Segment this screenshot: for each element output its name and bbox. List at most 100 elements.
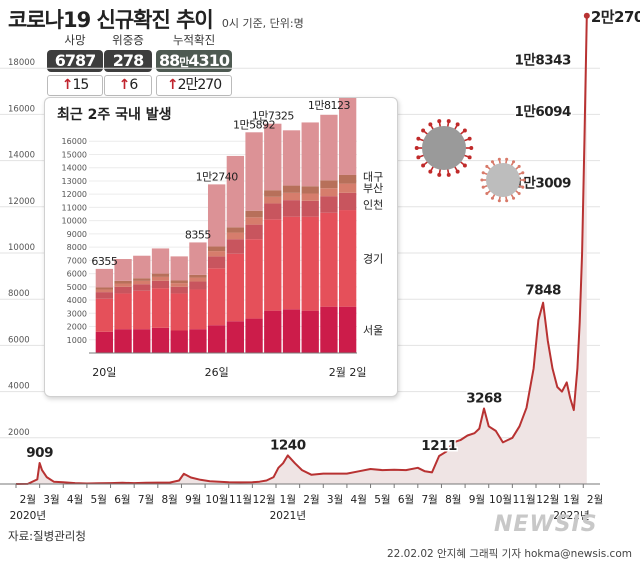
delta-deaths-value: 15 [72,77,89,93]
main-data-label: 909 [26,445,53,461]
virus-spike-tip [517,164,521,168]
stat-value-deaths: 6787 [47,50,103,72]
inset-bar-segment [95,268,114,288]
main-x-tick-label: 10월 [489,494,512,506]
main-x-tick-label: 5월 [374,494,390,506]
newsis-watermark: NEWSIS [494,512,598,537]
inset-bar-segment [338,210,357,307]
virus-spike-tip [428,122,433,127]
inset-bar-segment [282,192,301,201]
inset-region-label: 서울 [363,324,383,337]
main-x-tick-label: 7월 [421,494,437,506]
inset-bar-segment [207,184,226,247]
inset-bar-segment [151,327,170,353]
virus-spike-tip [485,192,489,196]
main-x-tick-label: 9월 [185,494,201,506]
inset-bar-segment [151,280,170,289]
virus-spike-tip [455,169,460,174]
inset-y-tick: 9000 [67,230,87,239]
main-x-tick-label: 4월 [67,494,83,506]
virus-spike-tip [505,199,509,203]
inset-bar-segment [95,292,114,299]
inset-bar-segment [301,122,319,187]
inset-bar-segment [226,227,245,233]
main-x-tick-label: 6월 [114,494,130,506]
inset-bar-segment [133,280,151,285]
stat-label-critical: 위중증 [112,33,144,47]
credit-note: 22.02.02 안지혜 그래픽 기자 hokma@newsis.com [386,548,632,560]
inset-bar-segment [282,309,301,353]
main-annotations: 909 1240 1211 3268 7848 1만3009 1만6094 1만8343 2만2… [25,6,640,462]
inset-region-label: 대구 [363,170,383,183]
inset-bar-segment [114,293,132,330]
main-x-tick-label: 9월 [469,494,485,506]
inset-bar-segment [245,318,263,353]
main-y-tick: 16000 [8,104,35,114]
inset-y-tick: 11000 [62,203,87,212]
delta-cumulative-value: 2만270 [177,77,223,93]
main-data-label: 1240 [270,437,306,453]
inset-bar-segment [282,200,301,217]
source-note: 자료:질병관리청 [8,529,86,543]
stat-delta-deaths: ↑15 [47,75,103,96]
virus-spike-tip [512,160,516,164]
inset-bar-segment [264,123,282,191]
inset-bar-segment [170,256,188,281]
main-x-tick-label: 1월 [280,494,296,506]
main-x-tick-label: 8월 [445,494,461,506]
inset-data-label: 6355 [91,255,117,268]
inset-bar-segment [338,174,357,184]
inset-x-label: 26일 [205,365,229,379]
inset-data-label: 1만5892 [233,118,275,131]
inset-bar-segment [151,288,170,328]
main-x-tick-label: 4월 [351,494,367,506]
stat-value-critical: 278 [104,50,152,72]
stat-label-deaths: 사망 [64,33,86,47]
virus-spike-tip [505,157,509,161]
basis-note: 0시 기준, 단위:명 [221,17,304,30]
inset-region-label: 부산 [363,182,383,195]
main-x-tick-label: 7월 [138,494,154,506]
inset-bar-segment [189,329,207,353]
inset-bar-segment [207,256,226,269]
virus-spike-tip [421,128,426,133]
inset-bar-segment [320,306,338,353]
main-data-label: 1만6094 [515,104,571,120]
main-x-tick-label: 12월 [253,494,276,506]
inset-y-tick: 8000 [67,243,87,252]
inset-bar-segment [114,259,132,281]
main-data-label: 2만270 [591,8,640,26]
virus-spike-tip [521,185,525,189]
main-x-tick-label: 10월 [205,494,228,506]
inset-bar-segment [282,130,301,186]
virus-spike-tip [437,172,442,177]
main-end-point [583,12,590,19]
arrow-up-icon: ↑ [166,77,179,93]
virus-body [486,163,520,197]
virus-spike-tip [490,196,494,200]
inset-bar-segment [189,289,207,330]
inset-bar-segment [226,155,245,228]
virus-spike-tip [521,171,525,175]
inset-bar-segment [245,217,263,225]
stat-value-cumulative: 88만4310 [156,50,232,72]
virus-spike-tip [446,119,451,124]
main-data-label: 1만3009 [515,175,571,191]
main-x-tick-label: 11월 [513,494,536,506]
inset-y-tick: 15000 [62,150,87,159]
inset-bar-segment [133,329,151,353]
inset-bar-segment [338,98,357,175]
inset-x-label: 20일 [92,365,116,379]
inset-bar-segment [133,284,151,291]
inset-bar-segment [226,232,245,240]
inset-y-tick: 2000 [67,323,87,332]
arrow-up-icon: ↑ [118,77,131,93]
cumulative-rest: 4310 [188,51,230,70]
main-year-label: 2020년 [10,510,46,522]
inset-bar-segment [133,255,151,279]
delta-critical-value: 6 [129,77,138,93]
virus-spike-tip [462,128,467,133]
main-x-tick-label: 3월 [43,494,59,506]
main-y-tick: 12000 [8,197,35,207]
